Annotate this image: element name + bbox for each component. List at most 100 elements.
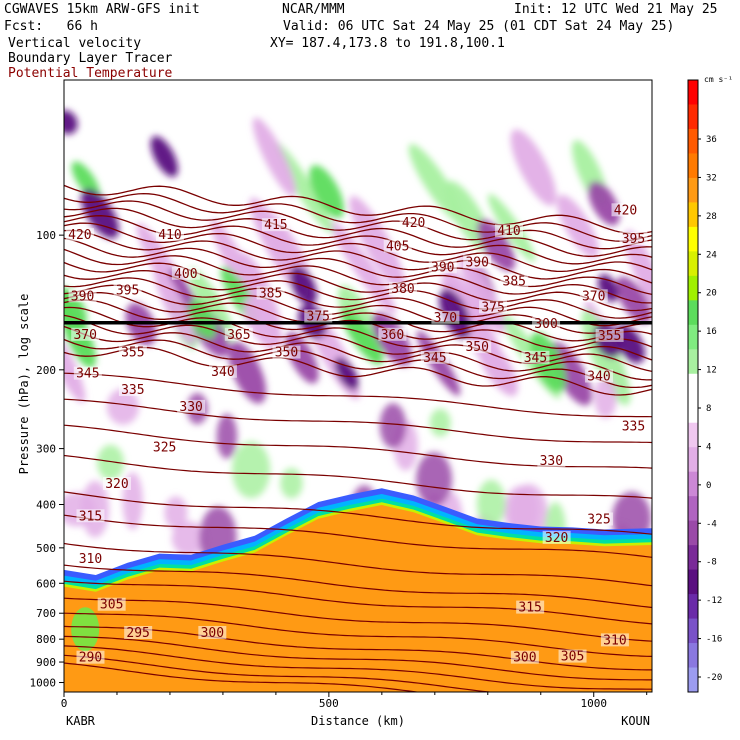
theta-label-bg-8: [113, 283, 142, 297]
theta-label-bg-1: [155, 228, 184, 242]
colorbar-swatch-24: [688, 667, 698, 693]
potential-temperature-labels: 420 410 415 420 410 420 395 390 395 400 385 405 390 3…: [65, 203, 648, 666]
theta-label-bg-0: [65, 228, 94, 242]
colorbar-label-13: -16: [706, 635, 722, 645]
theta-label-22: 365: [227, 328, 250, 343]
theta-label-bg-15: [579, 289, 608, 303]
colorbar-label-2: 28: [706, 212, 717, 222]
theta-label-bg-49: [510, 650, 539, 664]
colorbar-label-3: 24: [706, 250, 717, 260]
potential-temperature-contours: [64, 184, 652, 692]
theta-label-bg-22: [224, 327, 253, 341]
theta-label-bg-31: [208, 364, 237, 378]
theta-contour-10: [64, 269, 652, 319]
theta-contour-1: [64, 192, 652, 242]
theta-label-46: 300: [201, 626, 224, 641]
theta-label-29: 345: [524, 351, 547, 366]
theta-label-bg-4: [494, 224, 523, 238]
velocity-blob-48: [150, 136, 178, 177]
velocity-blob-89: [97, 444, 124, 481]
colorbar-label-4: 20: [706, 289, 717, 299]
colorbar-swatch-3: [688, 153, 698, 179]
theta-contour-9: [64, 261, 652, 312]
colorbar-swatch-10: [688, 324, 698, 350]
left-endpoint-label: KABR: [66, 714, 96, 728]
header-init: Init: 12 UTC Wed 21 May 25: [514, 2, 718, 17]
theta-label-19: 375: [481, 300, 504, 315]
colorbar-label-0: 36: [706, 135, 717, 145]
theta-contour-7: [64, 237, 652, 296]
axes: 100 200 300 400 500 600 700 800 900 1000 0 500 1000: [30, 229, 648, 710]
y-tick-label-3: 400: [36, 498, 56, 511]
theta-label-32: 340: [587, 370, 610, 385]
velocity-blob-36: [309, 165, 345, 219]
theta-label-bg-44: [516, 600, 545, 614]
colorbar-label-1: 32: [706, 173, 717, 183]
field-title-theta: Potential Temperature: [8, 66, 173, 81]
theta-label-2: 415: [264, 218, 287, 233]
velocity-blob-81: [379, 403, 407, 449]
theta-label-37: 330: [540, 454, 563, 469]
colorbar-swatch-16: [688, 471, 698, 497]
theta-label-bg-43: [97, 597, 126, 611]
theta-contour-0: [64, 184, 652, 235]
theta-contour-3: [64, 207, 652, 257]
colorbar-frame: [687, 79, 699, 693]
theta-contour-34: [64, 654, 495, 692]
colorbar-swatch-19: [688, 545, 698, 571]
theta-label-17: 375: [307, 309, 330, 324]
velocity-blob-60: [556, 194, 599, 258]
theta-label-39: 315: [79, 509, 102, 524]
theta-label-bg-37: [537, 454, 566, 468]
theta-contour-27: [64, 564, 652, 609]
velocity-blob-77: [164, 496, 188, 529]
colorbar-swatch-17: [688, 496, 698, 522]
colorbar-label-5: 16: [706, 327, 717, 337]
right-endpoint-label: KOUN: [621, 714, 650, 728]
theta-label-16: 380: [391, 282, 414, 297]
theta-label-9: 400: [174, 267, 197, 282]
colorbar-swatch-18: [688, 520, 698, 546]
theta-label-34: 330: [179, 400, 202, 415]
theta-label-bg-38: [102, 477, 131, 491]
theta-label-0: 420: [68, 228, 91, 243]
theta-label-bg-47: [600, 633, 629, 647]
theta-contour-33: [64, 645, 652, 690]
theta-label-40: 325: [587, 512, 610, 527]
theta-label-43: 305: [100, 598, 123, 613]
theta-contour-32: [64, 635, 652, 681]
theta-label-23: 360: [381, 328, 404, 343]
theta-label-bg-45: [124, 625, 153, 639]
theta-label-bg-19: [479, 300, 508, 314]
velocity-blob-42: [71, 161, 100, 200]
theta-label-18: 370: [434, 311, 457, 326]
velocity-blob-87: [476, 479, 506, 528]
theta-label-45: 295: [126, 626, 149, 641]
colorbar: cm s⁻¹ 36 32 28 24 20 16 12 8 4 0 -4 -8 -12 -16 -20: [687, 75, 733, 693]
colorbar-label-10: -4: [706, 519, 717, 529]
theta-label-11: 405: [386, 239, 409, 254]
theta-label-bg-36: [150, 440, 179, 454]
theta-label-1: 410: [158, 228, 181, 243]
colorbar-swatch-13: [688, 398, 698, 424]
colorbar-unit: cm s⁻¹: [704, 75, 733, 84]
colorbar-swatch-2: [688, 128, 698, 154]
theta-label-bg-18: [431, 310, 460, 324]
theta-label-bg-27: [463, 340, 492, 354]
theta-label-bg-7: [68, 289, 97, 303]
theta-label-bg-24: [595, 328, 624, 342]
velocity-blob-50: [64, 110, 78, 135]
y-tick-label-7: 800: [36, 633, 56, 646]
theta-label-42: 310: [79, 552, 102, 567]
theta-contour-6: [64, 229, 652, 284]
plot-frame: [63, 79, 653, 693]
theta-contour-31: [64, 625, 652, 671]
theta-label-bg-32: [585, 369, 614, 383]
theta-label-47: 310: [603, 633, 626, 648]
theta-label-bg-41: [542, 530, 571, 544]
header-org: NCAR/MMM: [282, 2, 345, 17]
theta-label-bg-25: [118, 345, 147, 359]
field-title-tracer: Boundary Layer Tracer: [8, 51, 173, 66]
theta-label-31: 340: [211, 365, 234, 380]
